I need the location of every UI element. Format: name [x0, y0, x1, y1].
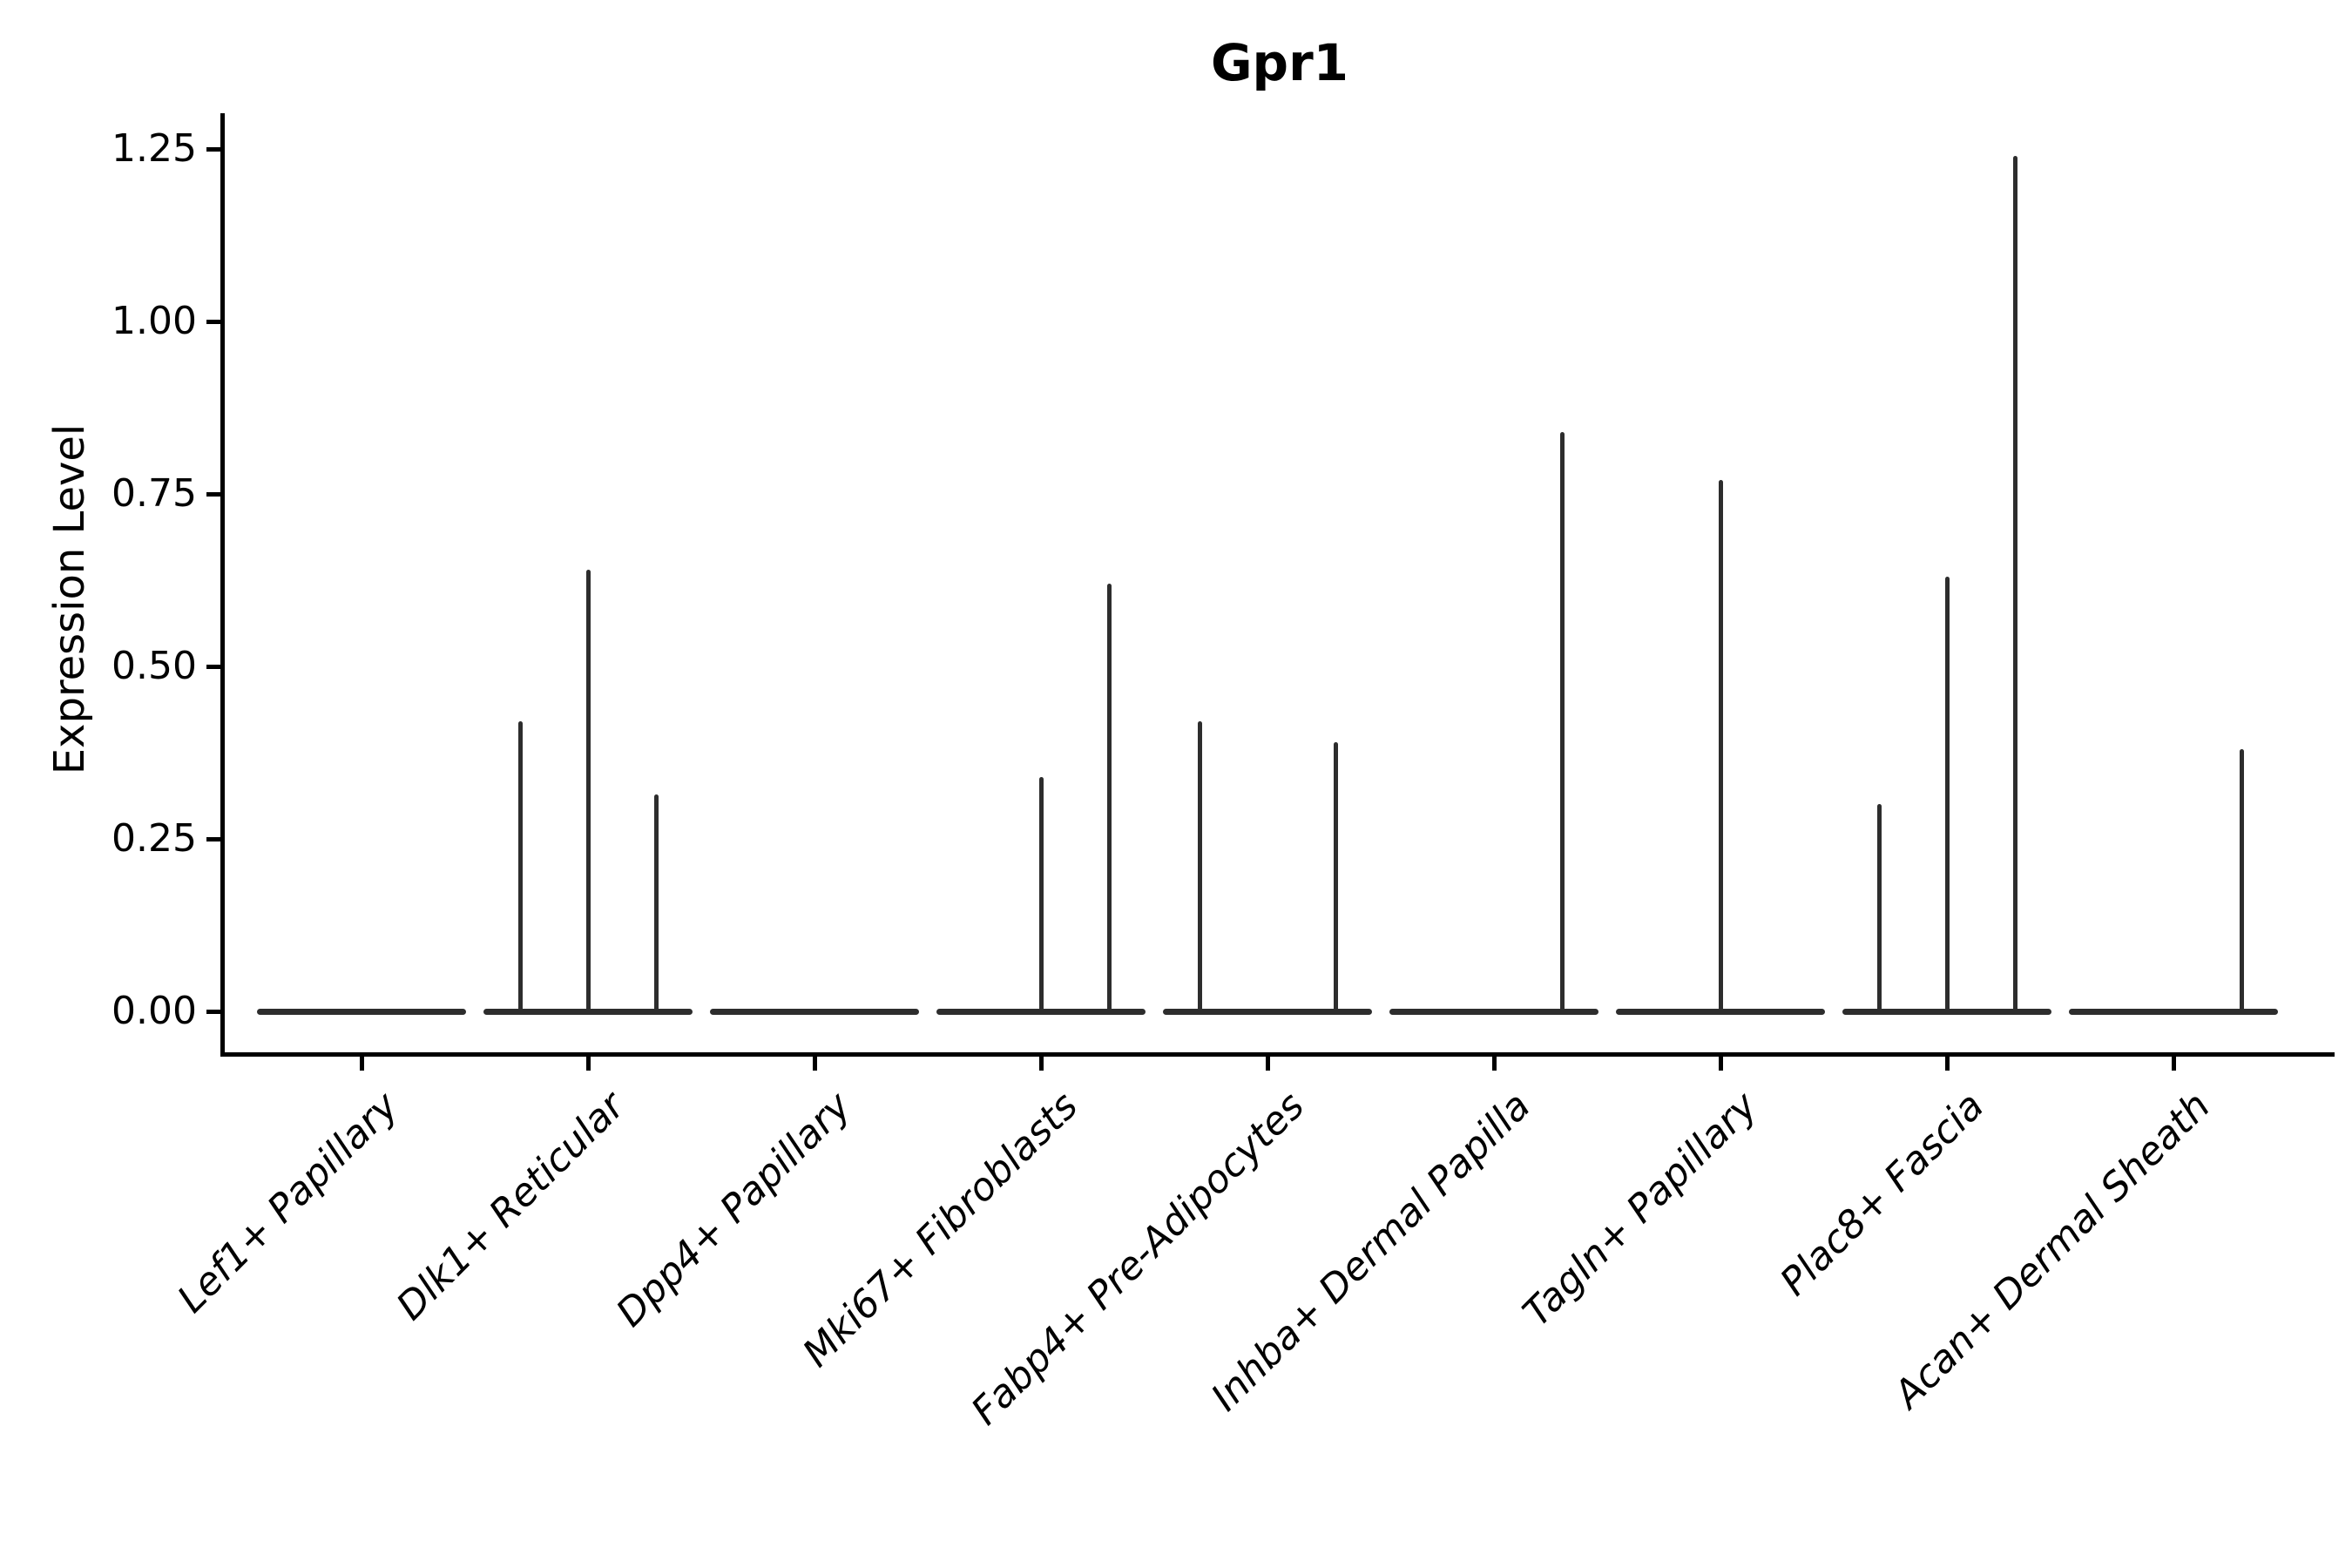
y-tick [206, 491, 220, 497]
x-tick [812, 1057, 817, 1071]
violin-baseline[interactable] [257, 1008, 466, 1015]
violin-baseline[interactable] [710, 1008, 919, 1015]
violin-baseline[interactable] [483, 1008, 693, 1015]
x-tick [2171, 1057, 2176, 1071]
x-tick-label: Dlk1+ Reticular [388, 1084, 634, 1329]
y-tick [206, 836, 220, 841]
y-tick [206, 1009, 220, 1014]
x-tick [1491, 1057, 1497, 1071]
x-tick [1265, 1057, 1270, 1071]
violin-spike[interactable] [1333, 742, 1338, 1011]
violin-spike[interactable] [1106, 583, 1112, 1011]
violin-spike[interactable] [1038, 776, 1044, 1011]
violin-spike[interactable] [1559, 431, 1565, 1011]
y-tick [206, 664, 220, 669]
violin-spike[interactable] [1944, 577, 1950, 1011]
x-tick [1038, 1057, 1044, 1071]
violin-spike[interactable] [653, 794, 659, 1011]
x-axis-spine [220, 1052, 2335, 1057]
x-tick-label: Lef1+ Papillary [169, 1084, 408, 1322]
violin-baseline[interactable] [1389, 1008, 1598, 1015]
chart-title: Gpr1 [1210, 33, 1349, 92]
violin-spike[interactable] [1876, 804, 1882, 1011]
violin-baseline[interactable] [1163, 1008, 1372, 1015]
violin-spike[interactable] [2012, 155, 2017, 1011]
y-tick-label: 0.25 [112, 816, 197, 861]
violin-spike[interactable] [1718, 480, 1723, 1011]
y-tick-label: 0.50 [112, 644, 197, 688]
y-tick-label: 0.75 [112, 471, 197, 516]
x-tick [585, 1057, 591, 1071]
violin-baseline[interactable] [1616, 1008, 1825, 1015]
violin-spike[interactable] [517, 721, 523, 1011]
y-tick-label: 0.00 [112, 989, 197, 1033]
x-tick [359, 1057, 364, 1071]
violin-spike[interactable] [2239, 749, 2244, 1011]
y-axis-spine [220, 113, 225, 1057]
x-tick-label: Dpp4+ Papillary [608, 1084, 861, 1336]
violin-baseline[interactable] [1842, 1008, 2051, 1015]
x-tick [1944, 1057, 1950, 1071]
y-axis-label: Expression Level [45, 423, 94, 775]
x-tick-label: Plac8+ Fascia [1771, 1084, 1993, 1305]
y-tick-label: 1.25 [112, 126, 197, 171]
y-tick-label: 1.00 [112, 299, 197, 343]
x-tick [1718, 1057, 1723, 1071]
violin-spike[interactable] [1197, 721, 1202, 1011]
y-tick [206, 146, 220, 152]
violin-baseline[interactable] [2069, 1008, 2278, 1015]
violin-baseline[interactable] [936, 1008, 1146, 1015]
violin-spike[interactable] [585, 570, 591, 1011]
y-tick [206, 319, 220, 324]
x-tick-label: Tagln+ Papillary [1514, 1084, 1767, 1335]
